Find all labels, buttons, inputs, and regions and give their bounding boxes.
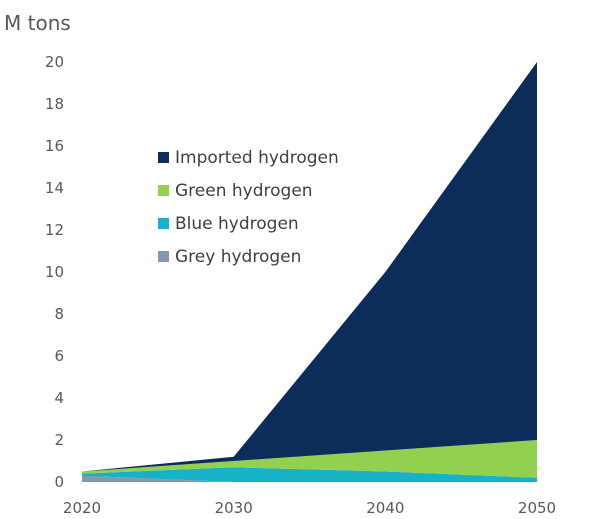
- x-tick-label: 2030: [215, 499, 253, 517]
- legend-label-grey-hydrogen: Grey hydrogen: [175, 247, 301, 267]
- area-imported-hydrogen: [82, 62, 537, 472]
- legend-swatch-imported-hydrogen: [158, 152, 169, 163]
- x-tick-label: 2020: [63, 499, 101, 517]
- legend-label-imported-hydrogen: Imported hydrogen: [175, 148, 339, 168]
- legend-swatch-green-hydrogen: [158, 185, 169, 196]
- y-tick-label: 6: [54, 347, 64, 365]
- x-tick-label: 2050: [518, 499, 556, 517]
- legend-label-green-hydrogen: Green hydrogen: [175, 181, 313, 201]
- y-tick-label: 4: [54, 389, 64, 407]
- area-grey-hydrogen: [82, 475, 537, 482]
- legend: Imported hydrogen Green hydrogen Blue hydr…: [158, 148, 339, 267]
- y-tick-label: 0: [54, 473, 64, 491]
- y-axis-unit-label: M tons: [4, 11, 71, 35]
- y-tick-label: 18: [45, 95, 64, 113]
- area-green-hydrogen: [82, 440, 537, 478]
- y-tick-label: 10: [45, 263, 64, 281]
- legend-swatch-blue-hydrogen: [158, 218, 169, 229]
- y-tick-label: 14: [45, 179, 64, 197]
- area-series: [82, 62, 537, 482]
- y-tick-label: 2: [54, 431, 64, 449]
- legend-swatch-grey-hydrogen: [158, 251, 169, 262]
- x-tick-label: 2040: [366, 499, 404, 517]
- y-tick-label: 16: [45, 137, 64, 155]
- y-tick-label: 8: [54, 305, 64, 323]
- y-axis-ticks: 0 2 4 6 8 10 12 14 16 18 20: [45, 53, 64, 491]
- y-tick-label: 20: [45, 53, 64, 71]
- area-blue-hydrogen: [82, 467, 537, 482]
- legend-label-blue-hydrogen: Blue hydrogen: [175, 214, 299, 234]
- x-axis-ticks: 2020 2030 2040 2050: [63, 499, 556, 517]
- y-tick-label: 12: [45, 221, 64, 239]
